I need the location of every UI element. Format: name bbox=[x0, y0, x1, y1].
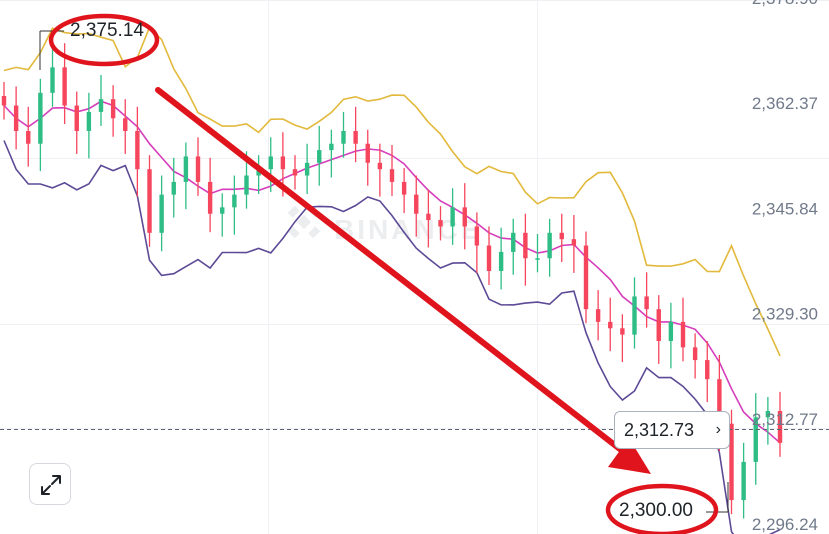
candle-body bbox=[256, 169, 261, 176]
candle-body bbox=[632, 296, 637, 335]
candle-body bbox=[317, 150, 322, 163]
candle-body bbox=[523, 232, 528, 259]
y-axis: 2,378.90 2,362.37 2,345.84 2,329.30 2,312.77… bbox=[752, 0, 818, 534]
candle-body bbox=[717, 379, 722, 424]
candle-body bbox=[195, 156, 201, 182]
candle-body bbox=[207, 181, 213, 214]
candle-body bbox=[147, 169, 152, 233]
y-tick-label: 2,296.24 bbox=[752, 515, 818, 534]
candle-body bbox=[86, 111, 92, 131]
candle-body bbox=[38, 92, 43, 144]
candle-body bbox=[329, 143, 334, 151]
candle-body bbox=[595, 309, 601, 322]
candle-body bbox=[535, 258, 540, 260]
candle-body bbox=[450, 207, 455, 227]
candle-body bbox=[74, 105, 79, 131]
candle-body bbox=[1, 95, 7, 106]
candle-body bbox=[280, 156, 286, 170]
candle-body bbox=[220, 207, 225, 214]
candle-body bbox=[98, 99, 104, 112]
watermark-text: BINANCE bbox=[334, 214, 483, 245]
candle-body bbox=[680, 321, 686, 348]
high-circle bbox=[48, 13, 160, 67]
candle-body bbox=[62, 67, 67, 106]
annotations bbox=[39, 13, 729, 534]
candle-body bbox=[377, 162, 383, 170]
candle-body bbox=[729, 423, 734, 501]
candle-body bbox=[474, 226, 480, 246]
trend-arrow-shaft bbox=[155, 87, 628, 456]
candle-body bbox=[26, 130, 31, 144]
candle-body bbox=[171, 181, 176, 195]
y-tick-label: 2,345.84 bbox=[752, 199, 818, 218]
candle-body bbox=[608, 321, 613, 329]
candle-body bbox=[401, 181, 407, 195]
candle-body bbox=[462, 207, 467, 227]
high-price-label: 2,375.14 bbox=[70, 20, 144, 41]
candle-body bbox=[244, 175, 249, 195]
candle-body bbox=[644, 296, 649, 310]
low-circle bbox=[605, 483, 719, 534]
candle-body bbox=[571, 239, 577, 246]
candles bbox=[1, 43, 783, 519]
bollinger-bands bbox=[3, 25, 781, 534]
candle-body bbox=[268, 156, 273, 170]
current-price-box[interactable]: 2,312.73 › bbox=[614, 411, 730, 449]
candle-body bbox=[547, 232, 552, 259]
candle-body bbox=[183, 156, 189, 182]
current-price-value: 2,312.73 bbox=[624, 420, 695, 440]
candle-body bbox=[50, 67, 55, 93]
candle-body bbox=[232, 194, 237, 208]
candle-body bbox=[705, 360, 710, 380]
expand-icon bbox=[41, 475, 61, 495]
candle-body bbox=[426, 213, 431, 221]
expand-button[interactable] bbox=[29, 463, 71, 505]
y-tick-label: 2,362.37 bbox=[752, 94, 818, 113]
y-tick-label: 2,329.30 bbox=[752, 305, 818, 324]
candle-body bbox=[438, 220, 443, 227]
candle-body bbox=[486, 245, 492, 271]
candle-body bbox=[620, 328, 625, 335]
candle-body bbox=[583, 245, 589, 310]
candle-body bbox=[777, 410, 783, 443]
binance-watermark: BINANCE bbox=[287, 205, 483, 245]
candle-body bbox=[159, 194, 164, 233]
bollinger-lower-line bbox=[3, 140, 781, 534]
y-tick-label: 2,378.90 bbox=[752, 0, 818, 8]
y-tick-label: 2,312.77 bbox=[752, 410, 818, 429]
candle-body bbox=[692, 347, 698, 361]
candle-body bbox=[498, 251, 504, 271]
candle-body bbox=[292, 169, 298, 176]
candle-body bbox=[741, 461, 746, 501]
low-price-label: 2,300.00 bbox=[619, 500, 693, 521]
candle-body bbox=[753, 417, 758, 462]
candle-body bbox=[668, 321, 674, 341]
trend-arrow-head bbox=[608, 438, 651, 474]
candle-body bbox=[341, 130, 346, 144]
candle-body bbox=[110, 99, 116, 119]
candle-body bbox=[414, 194, 419, 214]
candle-body bbox=[353, 130, 358, 144]
candle-body bbox=[389, 169, 395, 182]
candle-body bbox=[135, 130, 140, 170]
candle-body bbox=[765, 410, 771, 418]
candle-body bbox=[365, 143, 370, 163]
candle-body bbox=[123, 118, 128, 131]
chevron-right-icon: › bbox=[715, 421, 721, 438]
candle-body bbox=[559, 232, 564, 240]
candle-body bbox=[511, 232, 516, 252]
candle-body bbox=[304, 162, 310, 176]
candle-body bbox=[656, 309, 661, 341]
candle-body bbox=[13, 105, 19, 131]
